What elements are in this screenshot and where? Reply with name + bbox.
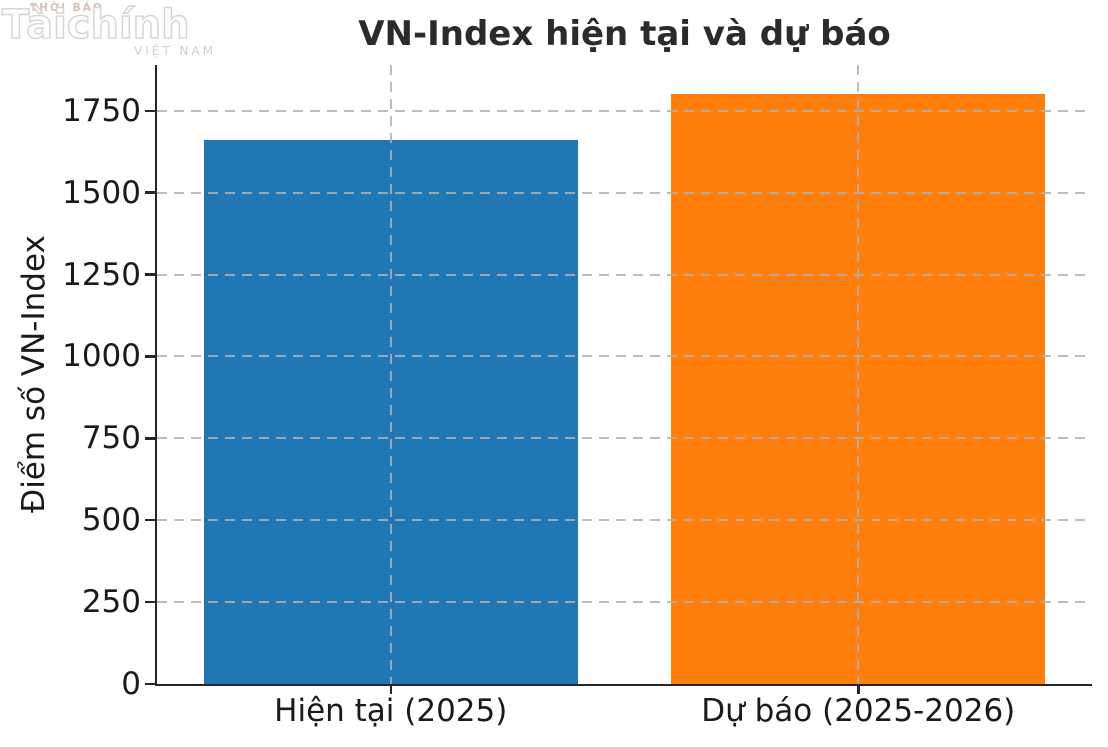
x-tick-label-1: Dự báo (2025-2026) <box>701 693 1016 729</box>
y-tick-label-500: 500 <box>81 502 141 539</box>
y-tick-label-1750: 1750 <box>62 92 141 129</box>
gridline-y-1500 <box>157 191 1092 194</box>
brand-logo-top-text: THỜI BÁO <box>30 2 104 14</box>
y-tick-mark-1000 <box>144 355 155 358</box>
x-tick-mark-1 <box>857 685 860 694</box>
gridline-y-1250 <box>157 273 1092 276</box>
gridline-y-1000 <box>157 355 1092 358</box>
y-tick-label-1250: 1250 <box>62 256 141 293</box>
y-tick-mark-500 <box>144 518 155 522</box>
gridline-y-500 <box>157 519 1092 522</box>
y-tick-mark-750 <box>144 437 155 440</box>
y-tick-label-750: 750 <box>81 420 141 457</box>
y-axis-spine <box>154 65 157 686</box>
y-tick-mark-1750 <box>144 109 155 113</box>
brand-logo: THỜI BÁO Tàichính VIỆT NAM <box>1 0 213 60</box>
gridline-y-250 <box>157 601 1092 604</box>
brand-logo-bottom-text: VIỆT NAM <box>134 44 217 58</box>
gridline-y-1750 <box>157 109 1092 112</box>
chart-title: VN-Index hiện tại và dự báo <box>358 14 891 54</box>
x-tick-mark-0 <box>389 685 392 694</box>
y-tick-label-0: 0 <box>121 666 141 702</box>
x-tick-label-0: Hiện tại (2025) <box>274 693 508 729</box>
gridline-x-1 <box>857 65 860 684</box>
y-tick-mark-1250 <box>144 273 155 276</box>
y-tick-mark-1500 <box>144 191 155 194</box>
y-tick-mark-250 <box>144 600 155 604</box>
y-tick-label-1500: 1500 <box>62 174 141 211</box>
x-axis-spine <box>154 683 1092 686</box>
gridline-x-0 <box>389 65 392 684</box>
plot-area: Hiện tại (2025) Dự báo (2025-2026) 0 250 500… <box>62 65 1092 729</box>
y-tick-mark-0 <box>144 682 155 686</box>
y-tick-label-250: 250 <box>81 584 141 621</box>
y-tick-label-1000: 1000 <box>62 338 141 375</box>
gridline-y-750 <box>157 437 1092 440</box>
brand-logo-wordmark: Tàichính <box>1 2 190 48</box>
y-axis-label: Điểm số VN-Index <box>16 235 52 513</box>
